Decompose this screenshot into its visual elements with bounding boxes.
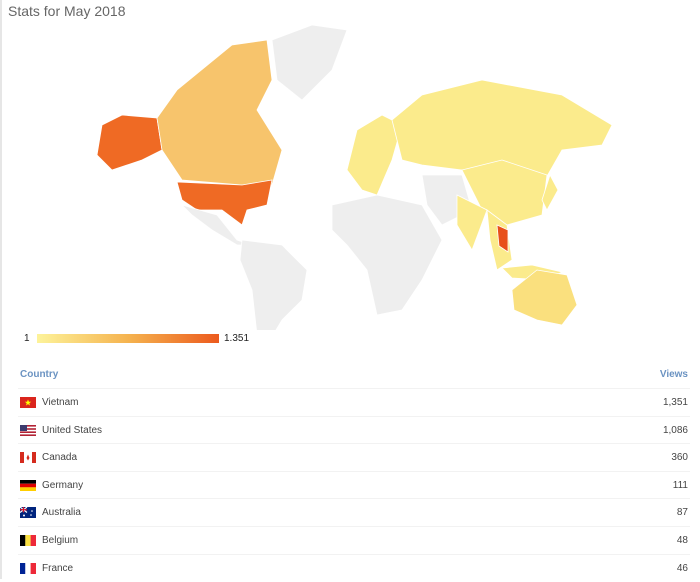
- canada: [156, 39, 283, 186]
- united-states: [176, 179, 273, 226]
- flag: [20, 535, 36, 546]
- views: 46: [676, 563, 688, 574]
- flag: [20, 563, 36, 574]
- country-name: France: [42, 563, 74, 574]
- flag: [20, 480, 36, 491]
- country-name: Australia: [42, 507, 81, 518]
- flag: [20, 425, 36, 436]
- alaska: [96, 114, 163, 171]
- country-name: Canada: [42, 452, 78, 463]
- table-row: United States 1,086: [18, 416, 690, 444]
- india: [456, 194, 488, 251]
- legend-gradient: [37, 334, 219, 343]
- vietnam: [496, 224, 509, 253]
- flag: [20, 452, 36, 463]
- column-header: Country: [20, 369, 59, 380]
- views: 87: [676, 507, 688, 518]
- country-name: Vietnam: [42, 397, 79, 408]
- column-header: Views: [659, 369, 688, 380]
- country-name: Belgium: [42, 535, 79, 546]
- table-row: Australia 87: [18, 498, 690, 526]
- russia: [391, 79, 613, 191]
- views: 1,351: [662, 397, 688, 408]
- page-title: Stats for May 2018: [8, 3, 126, 19]
- views: 360: [671, 452, 688, 463]
- flag: [20, 397, 36, 408]
- views: 1,086: [662, 425, 688, 436]
- legend-min: 1: [24, 333, 30, 344]
- africa: [331, 194, 443, 316]
- table-row: Vietnam 1,351: [18, 388, 690, 416]
- views: 111: [672, 480, 688, 491]
- table-row: Belgium 48: [18, 526, 690, 554]
- japan: [541, 173, 559, 211]
- views: 48: [676, 535, 688, 546]
- table-row: Canada 360: [18, 443, 690, 471]
- europe: [346, 114, 403, 196]
- australia: [511, 269, 578, 326]
- world-map: [96, 24, 613, 330]
- flag: [20, 507, 36, 518]
- table-row: France 46: [18, 554, 690, 582]
- south-america: [239, 239, 308, 330]
- country-name: United States: [42, 425, 103, 436]
- country-name: Germany: [42, 480, 84, 491]
- greenland: [271, 24, 348, 101]
- legend-max: 1.351: [224, 333, 250, 344]
- table-row: Germany 111: [18, 471, 690, 499]
